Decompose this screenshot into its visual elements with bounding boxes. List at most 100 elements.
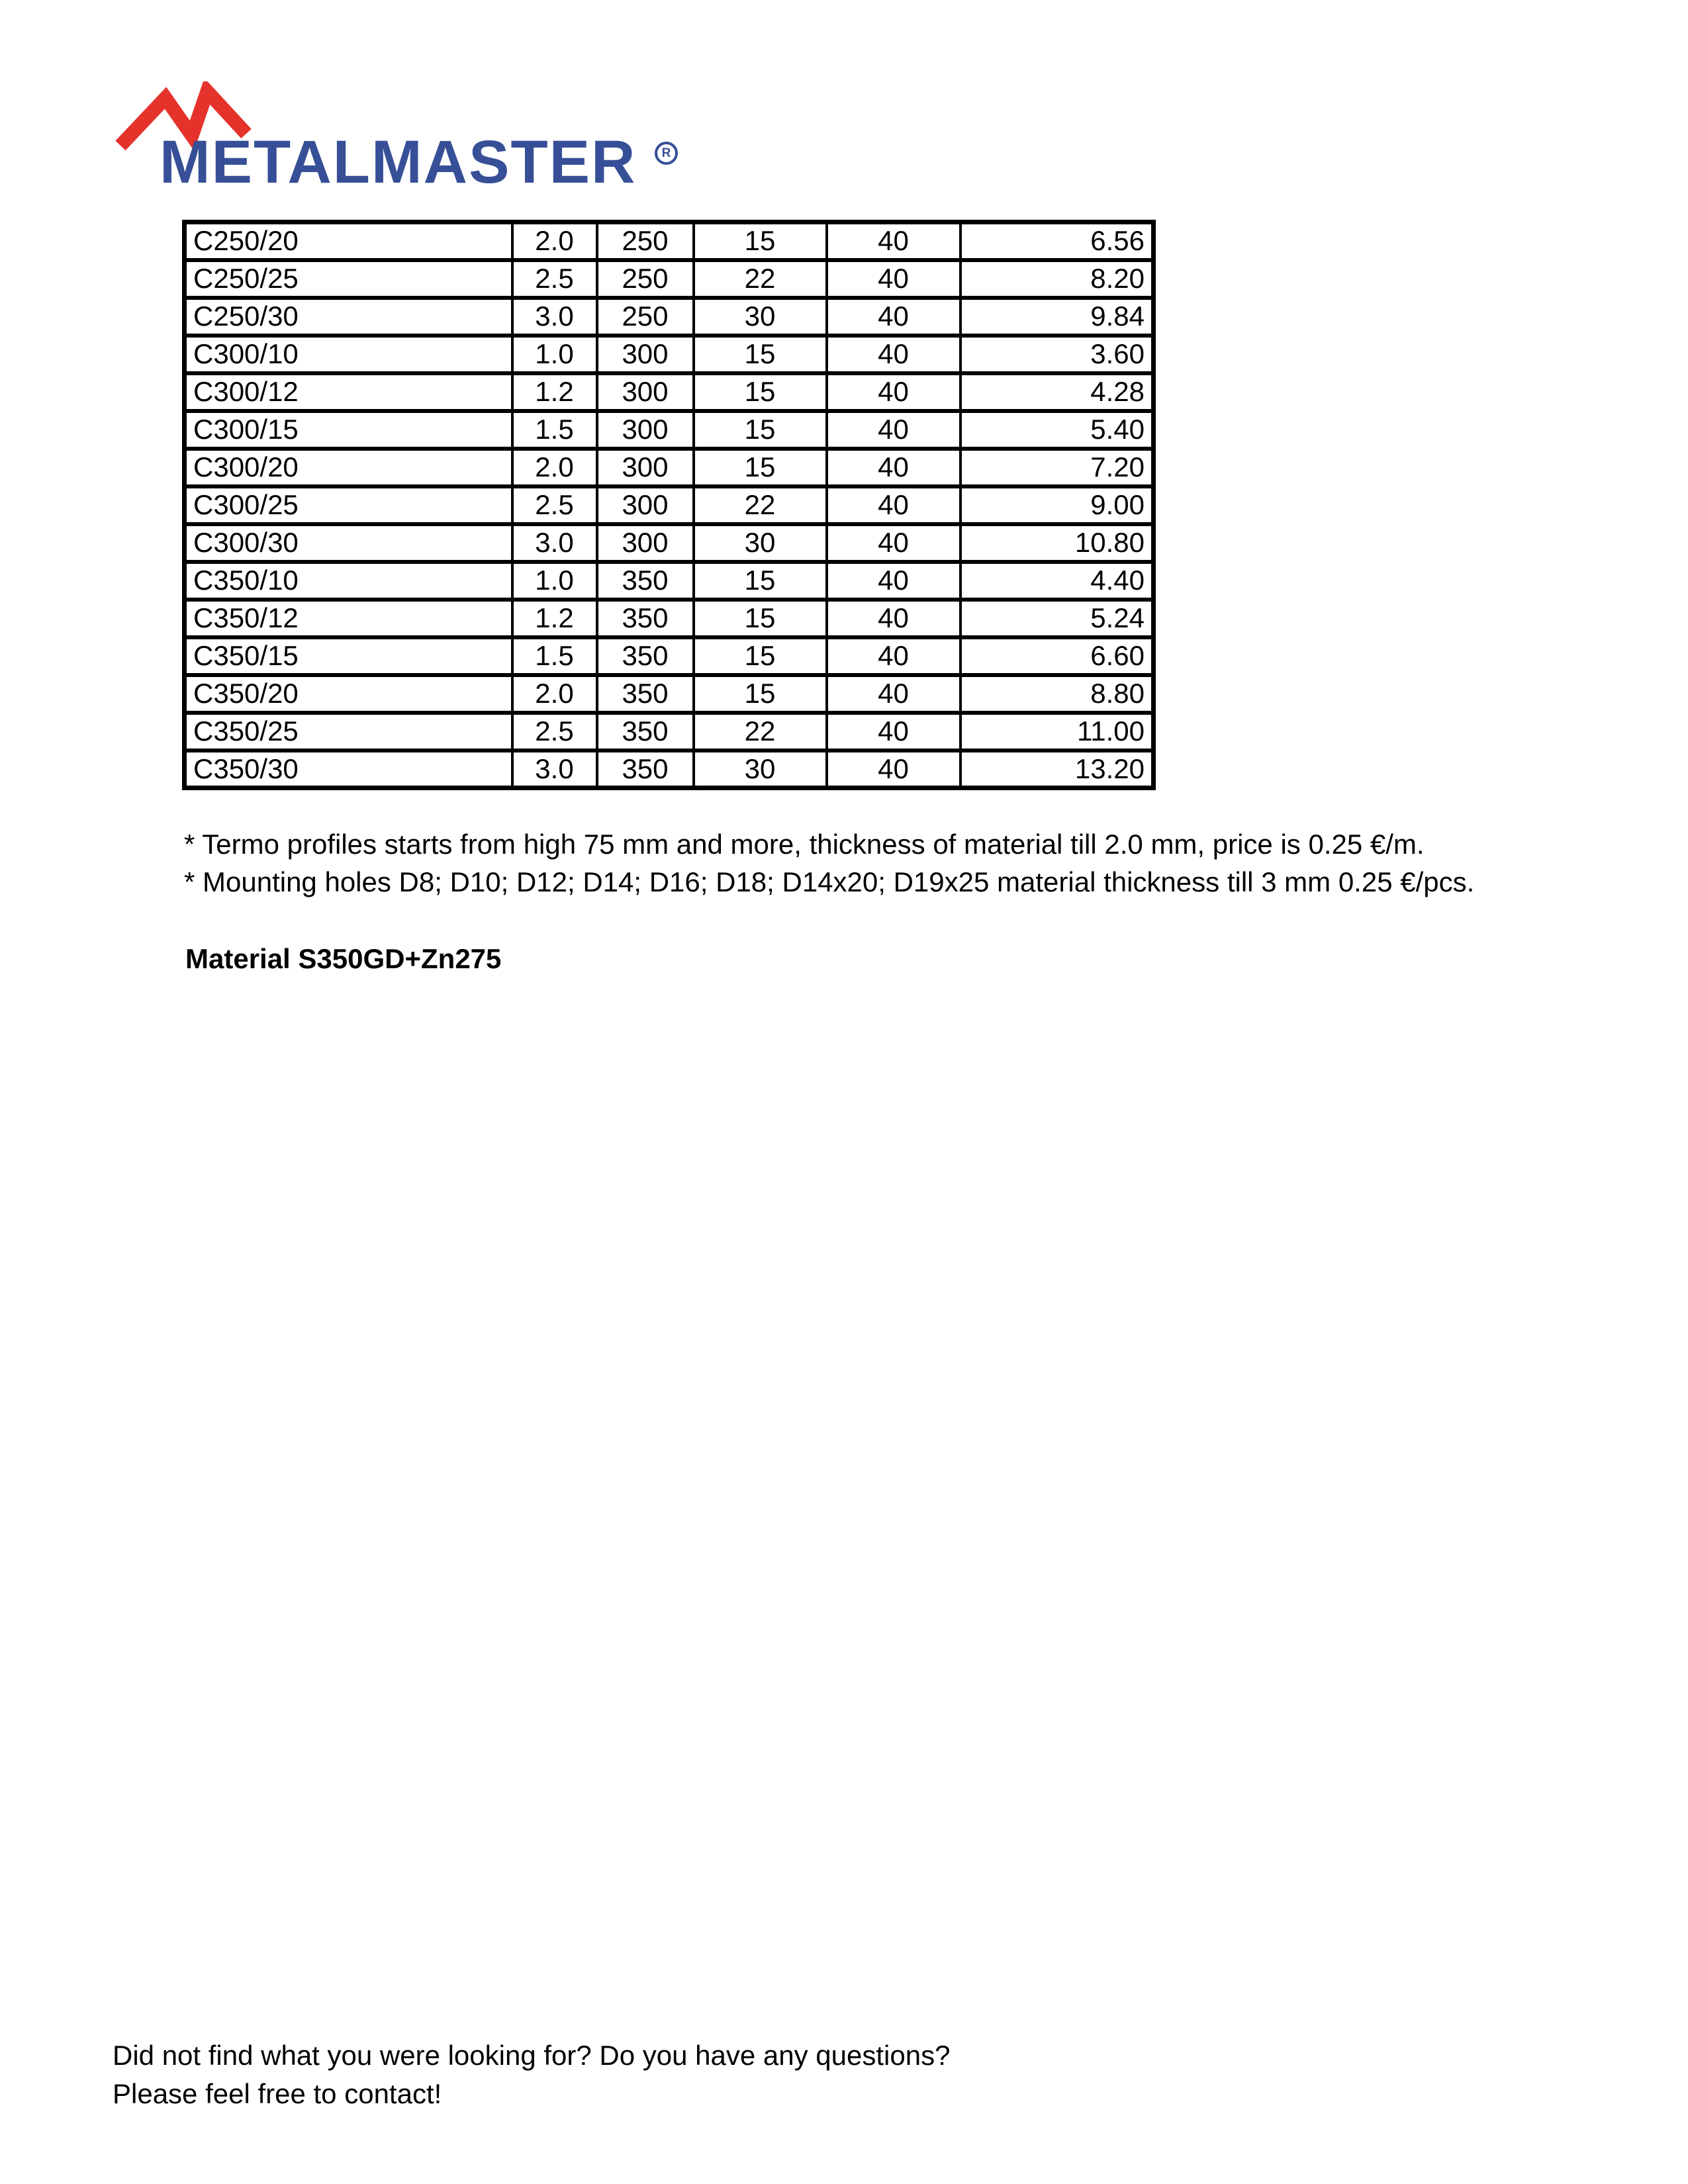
- cell-lip: 40: [825, 635, 962, 677]
- table-row: C350/25 2.5 350 22 40 11.00: [183, 710, 1155, 752]
- cell-lip: 40: [825, 559, 962, 602]
- cell-profile: C250/30: [183, 295, 514, 338]
- cell-thickness: 3.0: [510, 748, 598, 790]
- cell-thickness: 1.0: [510, 559, 598, 602]
- cell-height: 350: [595, 635, 695, 677]
- cell-flange: 15: [692, 672, 828, 715]
- cell-thickness: 2.5: [510, 257, 598, 300]
- footer-contact: Please feel free to contact!: [113, 2078, 442, 2109]
- cell-height: 350: [595, 748, 695, 790]
- cell-profile: C300/30: [183, 522, 514, 564]
- table-row: C300/25 2.5 300 22 40 9.00: [183, 484, 1155, 526]
- cell-height: 300: [595, 522, 695, 564]
- cell-profile: C350/30: [183, 748, 514, 790]
- cell-flange: 30: [692, 748, 828, 790]
- cell-price: 7.20: [959, 446, 1155, 488]
- cell-height: 350: [595, 597, 695, 639]
- cell-price: 3.60: [959, 333, 1155, 375]
- footnotes: * Termo profiles starts from high 75 mm …: [184, 825, 1474, 901]
- cell-lip: 40: [825, 748, 962, 790]
- cell-price: 9.00: [959, 484, 1155, 526]
- cell-profile: C350/25: [183, 710, 514, 752]
- table-row: C350/30 3.0 350 30 40 13.20: [183, 748, 1155, 790]
- cell-height: 300: [595, 446, 695, 488]
- cell-price: 9.84: [959, 295, 1155, 338]
- cell-flange: 30: [692, 522, 828, 564]
- cell-lip: 40: [825, 295, 962, 338]
- table-row: C350/15 1.5 350 15 40 6.60: [183, 635, 1155, 677]
- cell-thickness: 1.5: [510, 408, 598, 451]
- cell-thickness: 1.2: [510, 371, 598, 413]
- table-row: C300/12 1.2 300 15 40 4.28: [183, 371, 1155, 413]
- cell-lip: 40: [825, 371, 962, 413]
- cell-profile: C300/20: [183, 446, 514, 488]
- cell-lip: 40: [825, 484, 962, 526]
- cell-price: 4.40: [959, 559, 1155, 602]
- cell-flange: 15: [692, 371, 828, 413]
- footer-question: Did not find what you were looking for? …: [113, 2040, 951, 2071]
- cell-flange: 15: [692, 635, 828, 677]
- cell-height: 300: [595, 371, 695, 413]
- table-row: C350/10 1.0 350 15 40 4.40: [183, 559, 1155, 602]
- cell-height: 250: [595, 257, 695, 300]
- cell-price: 13.20: [959, 748, 1155, 790]
- cell-height: 300: [595, 408, 695, 451]
- cell-flange: 22: [692, 257, 828, 300]
- price-table: C250/20 2.0 250 15 40 6.56 C250/25 2.5 2…: [182, 220, 1156, 790]
- cell-height: 250: [595, 295, 695, 338]
- cell-lip: 40: [825, 710, 962, 752]
- table-row: C350/12 1.2 350 15 40 5.24: [183, 597, 1155, 639]
- cell-price: 4.28: [959, 371, 1155, 413]
- cell-height: 350: [595, 710, 695, 752]
- cell-flange: 15: [692, 220, 828, 262]
- table-row: C250/25 2.5 250 22 40 8.20: [183, 257, 1155, 300]
- cell-flange: 15: [692, 446, 828, 488]
- cell-lip: 40: [825, 522, 962, 564]
- table-row: C300/15 1.5 300 15 40 5.40: [183, 408, 1155, 451]
- cell-thickness: 3.0: [510, 295, 598, 338]
- cell-price: 6.56: [959, 220, 1155, 262]
- cell-height: 300: [595, 484, 695, 526]
- table-row: C300/20 2.0 300 15 40 7.20: [183, 446, 1155, 488]
- cell-height: 250: [595, 220, 695, 262]
- cell-profile: C250/25: [183, 257, 514, 300]
- cell-thickness: 3.0: [510, 522, 598, 564]
- cell-price: 6.60: [959, 635, 1155, 677]
- cell-flange: 22: [692, 484, 828, 526]
- cell-profile: C300/10: [183, 333, 514, 375]
- cell-thickness: 2.5: [510, 710, 598, 752]
- cell-lip: 40: [825, 333, 962, 375]
- cell-profile: C350/20: [183, 672, 514, 715]
- cell-price: 8.20: [959, 257, 1155, 300]
- cell-price: 5.24: [959, 597, 1155, 639]
- cell-thickness: 2.0: [510, 446, 598, 488]
- note-termo-profiles: * Termo profiles starts from high 75 mm …: [184, 829, 1425, 860]
- cell-profile: C350/15: [183, 635, 514, 677]
- cell-lip: 40: [825, 408, 962, 451]
- cell-lip: 40: [825, 220, 962, 262]
- material-spec: Material S350GD+Zn275: [185, 943, 502, 974]
- cell-price: 8.80: [959, 672, 1155, 715]
- cell-thickness: 1.5: [510, 635, 598, 677]
- brand-name: METALMASTER: [160, 128, 637, 196]
- table-row: C250/30 3.0 250 30 40 9.84: [183, 295, 1155, 338]
- cell-lip: 40: [825, 446, 962, 488]
- table-row: C250/20 2.0 250 15 40 6.56: [183, 220, 1155, 262]
- registered-trademark-icon: R: [655, 142, 678, 165]
- cell-thickness: 1.2: [510, 597, 598, 639]
- cell-height: 350: [595, 672, 695, 715]
- cell-price: 5.40: [959, 408, 1155, 451]
- cell-thickness: 2.5: [510, 484, 598, 526]
- cell-flange: 22: [692, 710, 828, 752]
- table-row: C300/30 3.0 300 30 40 10.80: [183, 522, 1155, 564]
- cell-height: 300: [595, 333, 695, 375]
- cell-flange: 15: [692, 597, 828, 639]
- page-footer: Did not find what you were looking for? …: [113, 2036, 950, 2113]
- cell-height: 350: [595, 559, 695, 602]
- cell-lip: 40: [825, 672, 962, 715]
- cell-price: 11.00: [959, 710, 1155, 752]
- cell-lip: 40: [825, 257, 962, 300]
- cell-flange: 15: [692, 408, 828, 451]
- cell-lip: 40: [825, 597, 962, 639]
